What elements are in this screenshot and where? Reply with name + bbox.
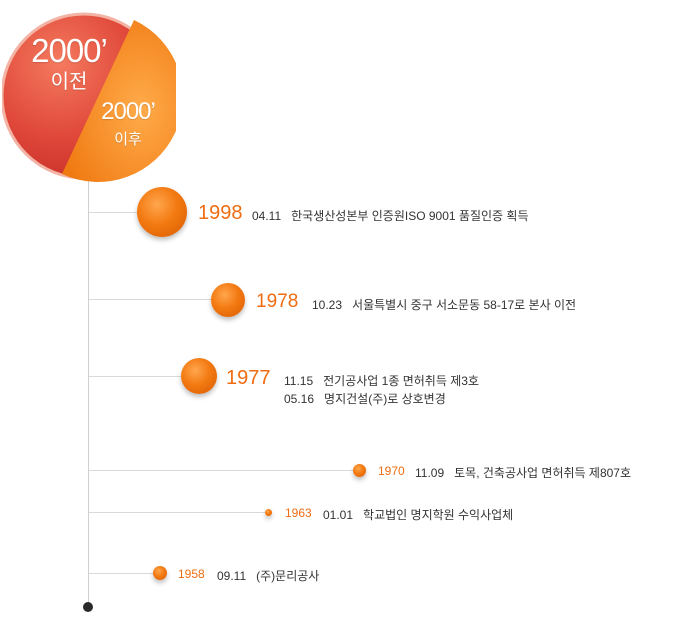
event-1977-b: 05.16 명지건설(주)로 상호변경: [284, 390, 446, 407]
event-text: 전기공사업 1종 면허취득 제3호: [323, 374, 479, 388]
event-date: 10.23: [312, 298, 343, 312]
year-1963: 1963: [285, 506, 312, 520]
event-1963: 01.01 학교법인 명지학원 수익사업체: [323, 506, 513, 523]
event-text: 한국생산성본부 인증원ISO 9001 품질인증 획득: [291, 209, 529, 223]
event-1998: 04.11 한국생산성본부 인증원ISO 9001 품질인증 획득: [252, 207, 529, 224]
year-marker-1970: [353, 464, 366, 477]
event-1958: 09.11 (주)문리공사: [217, 567, 319, 584]
timeline-axis: [88, 126, 89, 608]
event-date: 01.01: [323, 508, 354, 522]
connector-line: [89, 212, 149, 213]
connector-line: [89, 299, 219, 300]
era-badge: 2000’ 이전 2000’ 이후: [2, 12, 176, 186]
year-1977: 1977: [226, 367, 271, 389]
timeline-end-dot: [83, 602, 93, 612]
event-1978: 10.23 서울특별시 중구 서소문동 58-17로 본사 이전: [312, 296, 576, 313]
year-marker-1958: [153, 566, 167, 580]
event-date: 11.15: [284, 374, 314, 388]
pre-2000-year[interactable]: 2000’: [31, 32, 108, 69]
event-date: 09.11: [217, 569, 247, 583]
event-date: 11.09: [415, 466, 445, 480]
post-2000-label[interactable]: 이후: [114, 131, 142, 148]
year-marker-1963: [265, 509, 272, 516]
event-text: 토목, 건축공사업 면허취득 제807호: [454, 466, 632, 480]
year-1970: 1970: [378, 464, 405, 478]
event-text: 서울특별시 중구 서소문동 58-17로 본사 이전: [352, 298, 577, 312]
year-marker-1978: [211, 283, 245, 317]
pre-2000-label[interactable]: 이전: [50, 71, 88, 93]
event-text: (주)문리공사: [256, 569, 320, 583]
year-marker-1977: [181, 358, 217, 394]
event-date: 05.16: [284, 392, 315, 406]
year-1958: 1958: [178, 567, 205, 581]
connector-line: [89, 512, 267, 513]
event-text: 명지건설(주)로 상호변경: [324, 392, 446, 406]
event-date: 04.11: [252, 209, 282, 223]
year-marker-1998: [137, 187, 187, 237]
event-text: 학교법인 명지학원 수익사업체: [363, 508, 514, 522]
connector-line: [89, 376, 189, 377]
connector-line: [89, 470, 359, 471]
connector-line: [89, 573, 157, 574]
event-1970: 11.09 토목, 건축공사업 면허취득 제807호: [415, 464, 631, 481]
year-1998: 1998: [198, 202, 243, 224]
event-1977-a: 11.15 전기공사업 1종 면허취득 제3호: [284, 372, 479, 389]
post-2000-year[interactable]: 2000’: [101, 98, 156, 125]
year-1978: 1978: [256, 291, 299, 312]
